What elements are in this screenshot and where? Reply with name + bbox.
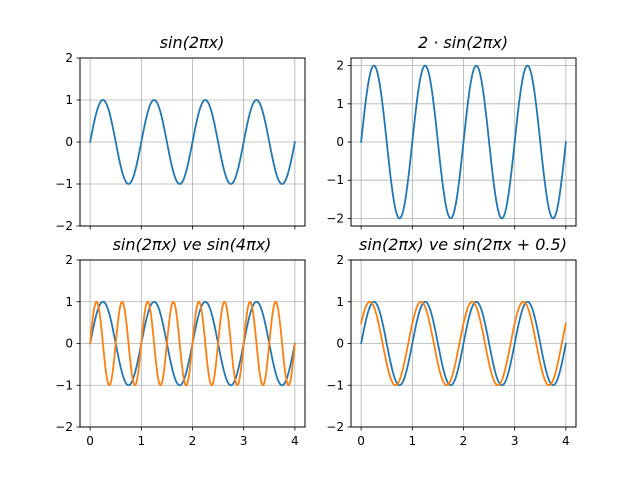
panel-title: sin(2πx) ve sin(2πx + 0.5) [359,235,567,254]
series-line [360,300,567,387]
axes-frame [350,57,577,227]
y-tick-label: 1 [65,93,73,107]
panel-bottom-right: sin(2πx) ve sin(2πx + 0.5) −2 −1 0 1 2 0 1 2 3 4 [326,235,577,448]
y-tick-label: 2 [65,51,73,65]
panel-top-right: 2 · sin(2πx) −2 −1 0 1 2 [326,33,577,230]
y-tick-label: 1 [65,295,73,309]
y-tick-label: 2 [65,253,73,267]
y-tick-label: 0 [65,337,73,351]
x-tick-label: 3 [511,434,519,448]
y-tick-label: −1 [326,173,344,187]
y-tick-label: −1 [55,378,73,392]
series-line [360,64,567,220]
axes-frame [79,259,306,428]
y-tick-label: 1 [336,97,344,111]
x-tick-label: 1 [408,434,416,448]
x-tick-label: 3 [240,434,248,448]
series-line [360,300,567,387]
x-tick-label: 2 [189,434,197,448]
panel-top-left: sin(2πx) −2 −1 0 1 2 [55,33,306,233]
series-line [89,300,296,387]
axes-frame [79,57,306,227]
x-tick-label: 4 [291,434,299,448]
y-tick-label: −2 [55,219,73,233]
y-tick-label: −2 [326,211,344,225]
panel-title: sin(2πx) [160,33,225,52]
y-tick-label: −1 [326,378,344,392]
y-tick-label: 0 [336,337,344,351]
panel-bottom-left: sin(2πx) ve sin(4πx) −2 −1 0 1 2 0 1 2 3 4 [55,235,306,448]
panel-title: sin(2πx) ve sin(4πx) [113,235,272,254]
y-tick-label: 2 [336,59,344,73]
y-tick-label: 0 [65,135,73,149]
series-line [89,99,296,185]
y-tick-label: −1 [55,177,73,191]
axes-frame [350,259,577,428]
y-tick-label: 0 [336,135,344,149]
x-tick-label: 4 [562,434,570,448]
x-tick-label: 0 [86,434,94,448]
y-tick-label: 1 [336,295,344,309]
y-tick-label: −2 [55,420,73,434]
panel-title: 2 · sin(2πx) [418,33,508,52]
x-tick-label: 1 [137,434,145,448]
y-tick-label: 2 [336,253,344,267]
x-tick-label: 2 [460,434,468,448]
y-tick-label: −2 [326,420,344,434]
x-tick-label: 0 [357,434,365,448]
